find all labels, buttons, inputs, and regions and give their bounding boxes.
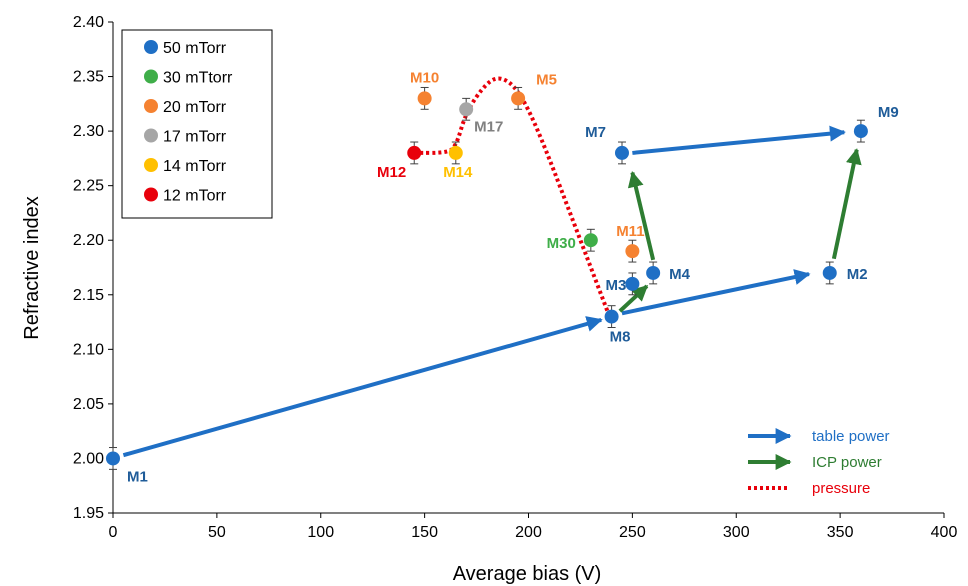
arrows: [122, 125, 862, 458]
legend-label: 14 mTorr: [163, 158, 227, 175]
pressure-path: [414, 76, 610, 312]
point-label: M12: [377, 164, 406, 181]
x-tick-label: 350: [827, 524, 854, 541]
x-axis-title: Average bias (V): [453, 563, 602, 585]
x-tick-label: 300: [723, 524, 750, 541]
y-tick-label: 2.35: [73, 69, 104, 86]
data-point: [448, 145, 463, 160]
axes: 0 50 100 150 200 250 300 350 400 1.95 2.00 2.05 2.10…: [73, 14, 958, 541]
data-point: [106, 451, 120, 466]
data-point: [614, 145, 629, 160]
table-power-arrow: [122, 316, 603, 458]
point-label: M9: [878, 104, 899, 121]
data-point: [646, 265, 661, 280]
legend-label: 12 mTorr: [163, 188, 227, 205]
legend-marker: [144, 40, 158, 54]
legend-marker: [144, 69, 158, 84]
legend-marker: [144, 158, 158, 172]
point-label: M10: [410, 69, 439, 86]
legend-arrow-label: pressure: [812, 480, 870, 497]
x-tick-label: 400: [931, 524, 958, 541]
legend-label: 17 mTorr: [163, 129, 227, 146]
pressure-line: [414, 76, 610, 312]
y-axis-title: Refractive index: [21, 196, 43, 339]
point-label: M5: [536, 71, 557, 88]
point-label: M30: [547, 235, 576, 252]
icp-power-arrow: [618, 284, 649, 313]
icp-power-arrow: [831, 148, 862, 260]
data-point: [822, 265, 837, 280]
data-point: [625, 244, 640, 259]
x-tick-label: 50: [208, 524, 226, 541]
point-label: M1: [127, 468, 148, 485]
data-point: [407, 145, 422, 160]
y-tick-label: 1.95: [73, 505, 104, 522]
data-point: [853, 124, 868, 139]
x-tick-label: 150: [411, 524, 438, 541]
y-tick-label: 2.00: [73, 450, 104, 467]
y-tick-label: 2.20: [73, 232, 104, 249]
legend-box: [121, 29, 273, 219]
point-label: M14: [443, 164, 473, 181]
legend-marker: [144, 187, 158, 202]
point-label: M7: [585, 124, 606, 141]
legend-marker: [144, 128, 158, 143]
data-point: [459, 102, 474, 117]
y-tick-label: 2.40: [73, 14, 104, 31]
y-tick-label: 2.05: [73, 396, 104, 413]
point-label: M11: [616, 223, 644, 240]
y-tick-label: 2.15: [73, 287, 104, 304]
y-tick-label: 2.30: [73, 123, 104, 140]
legend-label: 20 mTorr: [163, 99, 227, 116]
x-tick-label: 200: [515, 524, 542, 541]
legend-arrow-label: table power: [812, 428, 890, 445]
legend-label: 30 mTtorr: [163, 70, 233, 87]
legend: 50 mTorr 30 mTtorr 20 mTorr 17 mTorr 14 mTor…: [121, 29, 273, 219]
point-label: M8: [610, 329, 631, 346]
x-tick-label: 0: [109, 524, 118, 541]
data-points: [106, 86, 868, 470]
y-tick-label: 2.25: [73, 178, 104, 195]
data-point: [417, 91, 432, 106]
x-tick-label: 100: [307, 524, 334, 541]
arrow-legend: table power ICP power pressure: [748, 428, 890, 497]
data-point: [625, 276, 640, 291]
table-power-arrow: [621, 269, 811, 316]
legend-label: 50 mTorr: [163, 40, 227, 57]
table-power-arrow: [632, 125, 846, 155]
point-label: M17: [474, 118, 503, 135]
point-label: M4: [669, 266, 690, 283]
point-labels: M1 M2 M3 M4 M5 M7 M8 M9 M10 M11 M12 M14 M17 M30: [127, 69, 899, 485]
data-point: [583, 233, 598, 248]
icp-power-arrow: [627, 171, 656, 261]
y-tick-label: 2.10: [73, 341, 104, 358]
x-tick-label: 250: [619, 524, 646, 541]
point-label: M2: [847, 266, 868, 283]
data-point: [511, 91, 526, 106]
legend-arrow-label: ICP power: [812, 454, 882, 471]
data-point: [604, 309, 619, 324]
legend-marker: [144, 99, 158, 113]
point-label: M3: [606, 277, 627, 294]
